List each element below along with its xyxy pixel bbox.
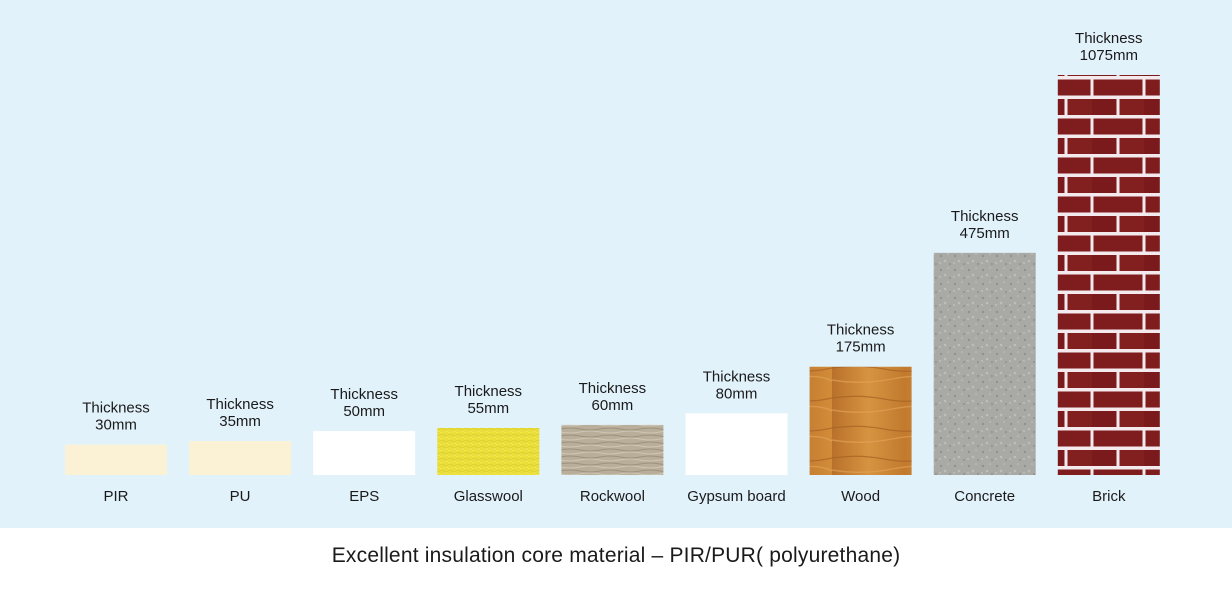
chart-caption: Excellent insulation core material – PIR…	[331, 544, 901, 567]
value-label-brick: Thickness	[1075, 30, 1143, 47]
value-label-rockwool: Thickness	[579, 380, 647, 397]
value-wood: 175mm	[836, 339, 886, 356]
value-label-concrete: Thickness	[951, 208, 1019, 225]
category-label-concrete: Concrete	[954, 488, 1015, 505]
bar-glasswool	[437, 427, 540, 475]
bar-wood	[809, 366, 912, 475]
chart-panel: Thickness 30mm PIR Thickness 35mm PU Thickness…	[0, 0, 1232, 528]
value-pir: 30mm	[95, 417, 137, 434]
category-label-pir: PIR	[103, 488, 128, 505]
value-pu: 35mm	[219, 413, 261, 430]
category-label-eps: EPS	[349, 488, 379, 505]
value-gypsum-board: 80mm	[716, 385, 758, 402]
category-label-wood: Wood	[841, 488, 880, 505]
bar-pir	[65, 444, 167, 475]
value-label-pir: Thickness	[82, 400, 150, 417]
bar-gypsum-board	[685, 413, 788, 475]
value-label-pu: Thickness	[206, 396, 274, 413]
value-label-glasswool: Thickness	[455, 383, 523, 400]
value-rockwool: 60mm	[592, 397, 634, 414]
bar-rockwool	[561, 424, 664, 475]
category-label-glasswool: Glasswool	[454, 488, 523, 505]
value-label-wood: Thickness	[827, 322, 895, 339]
category-label-pu: PU	[230, 488, 251, 505]
value-concrete: 475mm	[960, 225, 1010, 242]
bar-concrete	[933, 252, 1036, 475]
value-glasswool: 55mm	[467, 400, 509, 417]
category-label-brick: Brick	[1092, 488, 1126, 505]
value-brick: 1075mm	[1080, 47, 1138, 64]
value-label-eps: Thickness	[330, 386, 398, 403]
bar-pu	[189, 441, 292, 475]
category-label-rockwool: Rockwool	[580, 488, 645, 505]
category-label-gypsum-board: Gypsum board	[687, 488, 785, 505]
thickness-bar-chart: Thickness30mmPIRThickness35mmPUThickness…	[65, 30, 1160, 505]
bar-eps	[313, 431, 416, 475]
bar-brick	[1057, 75, 1160, 475]
value-label-gypsum-board: Thickness	[703, 368, 771, 385]
value-eps: 50mm	[343, 403, 385, 420]
